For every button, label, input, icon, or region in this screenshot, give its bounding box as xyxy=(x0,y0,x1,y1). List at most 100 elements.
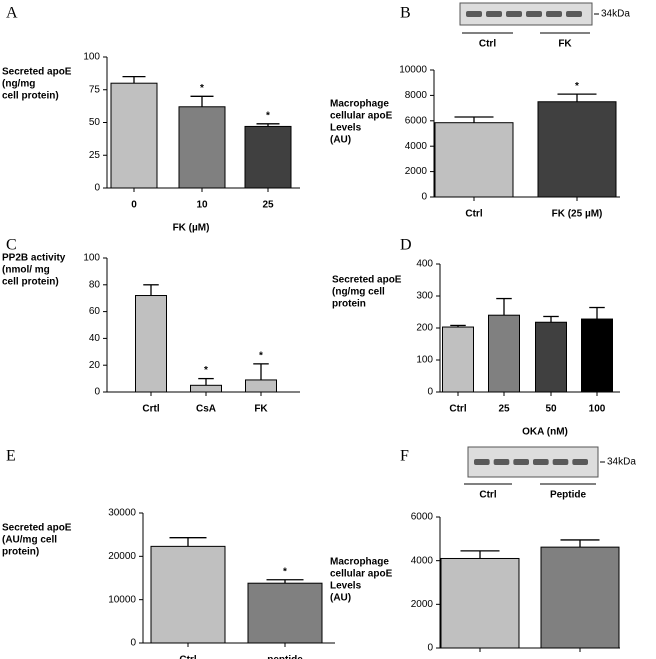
y-axis-label: cellular apoE xyxy=(330,111,393,122)
blot-band xyxy=(506,11,522,17)
bar xyxy=(540,546,620,649)
bar xyxy=(537,101,617,198)
blot-group-label: Ctrl xyxy=(479,490,496,501)
bar xyxy=(150,545,226,644)
y-tick-label: 100 xyxy=(83,52,100,63)
blot-band xyxy=(526,11,542,17)
x-tick-label: 50 xyxy=(545,404,557,415)
blot-group-label: Ctrl xyxy=(479,39,496,50)
y-tick-label: 400 xyxy=(416,259,433,270)
blot-group-label: FK xyxy=(558,39,572,50)
y-tick-label: 50 xyxy=(89,117,101,128)
bar xyxy=(244,125,292,189)
bar xyxy=(190,384,222,393)
bar xyxy=(442,326,474,393)
y-tick-label: 0 xyxy=(94,387,100,398)
x-tick-label: 10 xyxy=(196,200,208,211)
panel-label: D xyxy=(400,237,412,254)
y-axis-label: Secreted apoE xyxy=(332,275,402,286)
bar xyxy=(178,106,226,189)
x-axis-label: OKA (nM) xyxy=(522,427,568,438)
panel-label: A xyxy=(6,5,18,22)
significance-mark: * xyxy=(283,566,287,577)
y-tick-label: 60 xyxy=(89,306,101,317)
y-tick-label: 20000 xyxy=(108,551,136,562)
y-tick-label: 10000 xyxy=(399,65,427,76)
panel-label: C xyxy=(6,237,17,254)
y-tick-label: 0 xyxy=(130,638,136,649)
blot-band xyxy=(566,11,582,17)
bar xyxy=(247,582,323,644)
blot-band xyxy=(466,11,482,17)
y-tick-label: 6000 xyxy=(405,115,428,126)
y-tick-label: 0 xyxy=(421,192,427,203)
y-tick-label: 100 xyxy=(416,355,433,366)
x-tick-label: Ctrl xyxy=(179,655,196,659)
x-tick-label: 25 xyxy=(498,404,510,415)
x-tick-label: peptide xyxy=(267,655,303,659)
y-axis-label: (AU) xyxy=(330,593,351,604)
y-axis-label: Macrophage xyxy=(330,557,389,568)
y-tick-label: 2000 xyxy=(405,166,428,177)
bar xyxy=(488,314,520,393)
bar xyxy=(110,82,158,189)
y-tick-label: 80 xyxy=(89,279,101,290)
blot-band xyxy=(493,459,510,465)
significance-mark: * xyxy=(204,365,208,376)
blot-band xyxy=(546,11,562,17)
y-axis-label: (ng/mg xyxy=(2,79,35,90)
y-tick-label: 8000 xyxy=(405,90,428,101)
y-tick-label: 75 xyxy=(89,84,101,95)
y-tick-label: 4000 xyxy=(411,555,434,566)
significance-mark: * xyxy=(266,110,270,121)
y-tick-label: 200 xyxy=(416,323,433,334)
y-axis-label: protein) xyxy=(2,547,39,558)
x-axis-label: FK (µM) xyxy=(173,223,210,234)
y-axis-label: cellular apoE xyxy=(330,569,393,580)
blot-marker: 34kDa xyxy=(601,9,630,20)
blot-band xyxy=(572,459,588,465)
y-tick-label: 0 xyxy=(427,643,433,654)
bar xyxy=(135,295,167,393)
panel-label: B xyxy=(400,5,411,22)
y-tick-label: 100 xyxy=(83,253,100,264)
blot-marker: 34kDa xyxy=(607,457,636,468)
x-tick-label: 0 xyxy=(131,200,137,211)
x-tick-label: 25 xyxy=(262,200,274,211)
panel-label: E xyxy=(6,448,16,465)
significance-mark: * xyxy=(200,83,204,94)
y-tick-label: 0 xyxy=(94,183,100,194)
x-tick-label: FK (25 µM) xyxy=(552,209,603,220)
bar xyxy=(535,321,567,393)
blot-group-label: Peptide xyxy=(550,490,587,501)
x-tick-label: Crtl xyxy=(142,404,159,415)
blot-band xyxy=(533,459,549,465)
y-tick-label: 4000 xyxy=(405,141,428,152)
bar xyxy=(434,122,514,198)
x-tick-label: Ctrl xyxy=(465,209,482,220)
y-axis-label: (ng/mg cell xyxy=(332,287,385,298)
significance-mark: * xyxy=(259,351,263,362)
blot-band xyxy=(552,459,569,465)
x-tick-label: FK xyxy=(254,404,268,415)
y-tick-label: 300 xyxy=(416,291,433,302)
y-tick-label: 40 xyxy=(89,333,101,344)
y-axis-label: cell protein) xyxy=(2,277,59,288)
y-tick-label: 6000 xyxy=(411,512,434,523)
y-axis-label: Secreted apoE xyxy=(2,67,72,78)
significance-mark: * xyxy=(575,81,579,92)
blot-band xyxy=(486,11,502,17)
panel-label: F xyxy=(400,448,409,465)
blot-band xyxy=(513,459,529,465)
bar xyxy=(440,557,520,649)
y-axis-label: Levels xyxy=(330,123,362,134)
x-tick-label: Ctrl xyxy=(449,404,466,415)
blot-band xyxy=(474,459,490,465)
y-axis-label: (nmol/ mg xyxy=(2,265,50,276)
